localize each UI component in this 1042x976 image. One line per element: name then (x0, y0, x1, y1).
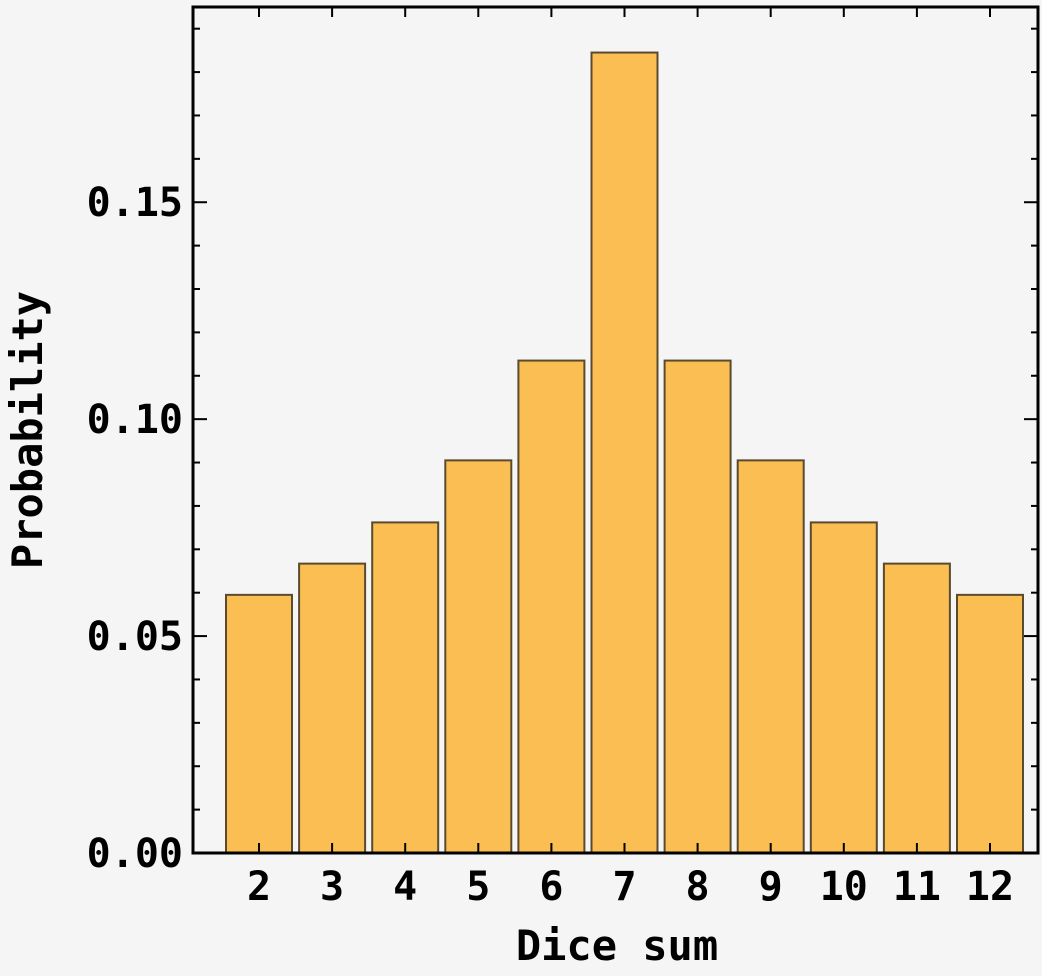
bar-2 (225, 593, 293, 854)
x-tick-label-7: 7 (612, 864, 636, 910)
x-axis-title: Dice sum (516, 921, 718, 970)
x-tick-label-8: 8 (686, 864, 710, 910)
y-tick-labels: 0.00 0.05 0.10 0.15 (87, 180, 183, 877)
x-tick-label-9: 9 (759, 864, 783, 910)
y-tick-label-2: 0.10 (87, 397, 183, 443)
bar-6 (517, 359, 586, 854)
y-axis-title: Probability (3, 291, 52, 569)
x-tick-labels: 2 3 4 5 6 7 8 9 10 11 12 (247, 864, 1014, 910)
x-tick-label-3: 3 (320, 864, 344, 910)
bar-10 (809, 521, 878, 854)
x-tick-label-4: 4 (393, 864, 417, 910)
bar-3 (298, 562, 367, 854)
x-tick-label-10: 10 (820, 864, 868, 910)
bar-5 (444, 459, 513, 854)
y-tick-label-3: 0.15 (87, 180, 183, 226)
y-tick-label-0: 0.00 (87, 831, 183, 877)
bar-11 (882, 562, 951, 854)
x-tick-label-12: 12 (966, 864, 1014, 910)
x-tick-label-6: 6 (539, 864, 563, 910)
bars-group (225, 51, 1024, 855)
x-tick-label-11: 11 (893, 864, 941, 910)
bar-4 (371, 521, 440, 854)
y-tick-label-1: 0.05 (87, 614, 183, 660)
bar-12 (956, 593, 1024, 854)
x-tick-label-2: 2 (247, 864, 271, 910)
bar-8 (663, 359, 732, 854)
plot-frame (191, 5, 1040, 855)
bar-7 (590, 51, 659, 855)
bar-9 (736, 459, 805, 854)
x-tick-label-5: 5 (466, 864, 490, 910)
